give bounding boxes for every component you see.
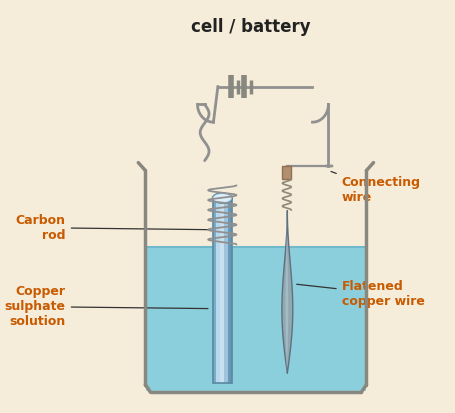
Bar: [283, 166, 291, 179]
Text: Connecting
wire: Connecting wire: [331, 171, 421, 204]
Bar: [212, 198, 232, 382]
Ellipse shape: [212, 193, 232, 203]
Text: Copper
sulphate
solution: Copper sulphate solution: [5, 285, 208, 328]
Text: Carbon
rod: Carbon rod: [16, 214, 208, 242]
Bar: [212, 198, 217, 382]
Text: Flatened
copper wire: Flatened copper wire: [297, 280, 425, 308]
Bar: [220, 198, 224, 382]
Bar: [224, 198, 228, 382]
Ellipse shape: [212, 193, 232, 203]
Bar: [228, 198, 232, 382]
Text: cell / battery: cell / battery: [191, 19, 310, 36]
Bar: [146, 247, 365, 392]
Bar: [217, 198, 220, 382]
